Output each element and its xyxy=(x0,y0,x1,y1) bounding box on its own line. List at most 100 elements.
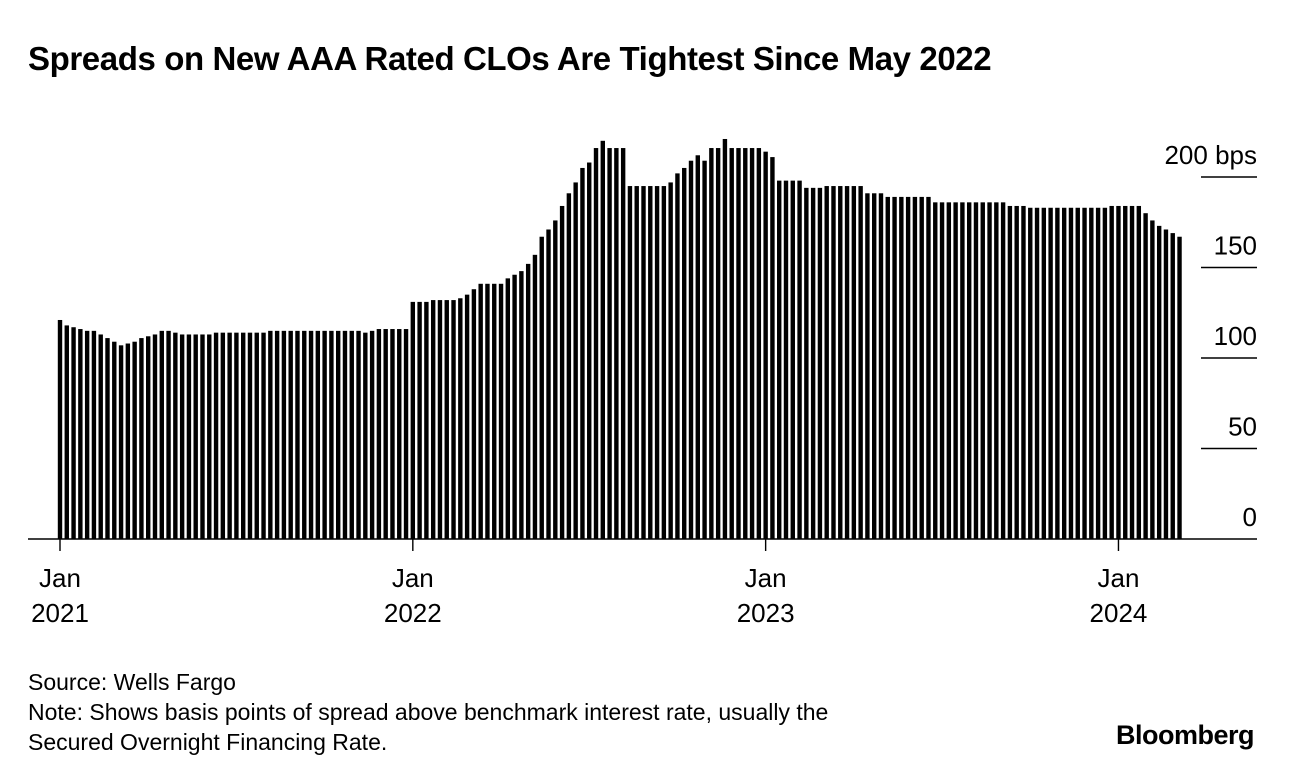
bar xyxy=(777,180,782,539)
bar xyxy=(410,301,416,539)
bar xyxy=(756,148,762,540)
bar xyxy=(254,332,259,539)
bar xyxy=(790,180,795,539)
bar xyxy=(519,271,524,539)
bar xyxy=(627,186,633,540)
bar xyxy=(851,186,857,540)
footer: Source: Wells Fargo Note: Shows basis po… xyxy=(28,667,828,757)
bar xyxy=(695,155,700,539)
x-tick-month-label: Jan xyxy=(1097,563,1139,593)
bar xyxy=(1014,205,1019,539)
bar xyxy=(1136,205,1142,539)
note-line-2: Secured Overnight Financing Rate. xyxy=(28,729,388,755)
bar xyxy=(1082,207,1087,539)
bar xyxy=(1163,229,1169,540)
bar xyxy=(430,300,436,539)
bar xyxy=(498,283,504,539)
y-tick-label: 150 xyxy=(1214,231,1257,261)
bar xyxy=(587,162,592,539)
bar xyxy=(994,202,999,539)
bar xyxy=(315,330,321,539)
bar xyxy=(1116,205,1121,539)
bar xyxy=(261,332,266,539)
bar xyxy=(607,148,612,540)
bar xyxy=(892,196,897,539)
bar xyxy=(885,196,890,539)
y-tick-label: 50 xyxy=(1228,412,1257,442)
bar xyxy=(770,157,775,539)
bar xyxy=(634,186,639,540)
bar xyxy=(532,254,538,539)
bar xyxy=(553,220,558,539)
bar xyxy=(838,186,843,540)
bar xyxy=(464,294,470,539)
bar xyxy=(268,330,273,539)
bar xyxy=(966,202,972,539)
bar xyxy=(539,236,544,540)
bar xyxy=(546,229,551,540)
bar xyxy=(512,274,517,539)
bar xyxy=(471,289,477,539)
bar xyxy=(78,329,83,539)
bar xyxy=(1123,205,1128,539)
bar xyxy=(363,332,368,539)
bar xyxy=(878,193,884,540)
bar xyxy=(872,193,877,540)
bar xyxy=(424,301,429,539)
bar xyxy=(220,332,226,539)
bar xyxy=(973,202,979,539)
bar xyxy=(356,330,361,539)
bar xyxy=(132,341,137,539)
bloomberg-logo: Bloomberg xyxy=(1115,720,1255,750)
bar xyxy=(1143,213,1148,539)
bar xyxy=(390,329,395,539)
bar xyxy=(926,196,931,539)
bar xyxy=(173,332,178,539)
bar xyxy=(715,148,721,540)
bar xyxy=(743,148,748,540)
bar xyxy=(1095,207,1101,539)
bar xyxy=(1048,207,1053,539)
bar xyxy=(702,160,707,539)
note-line-1: Note: Shows basis points of spread above… xyxy=(28,699,829,725)
bar xyxy=(207,334,212,539)
bar xyxy=(1061,207,1067,539)
source-text: Source: Wells Fargo xyxy=(28,669,236,695)
bar xyxy=(1075,207,1080,539)
bar xyxy=(1068,207,1074,539)
bar xyxy=(492,283,497,539)
bar xyxy=(1129,205,1135,539)
bar xyxy=(763,151,768,539)
bar xyxy=(675,173,680,539)
bar xyxy=(139,338,144,539)
bar xyxy=(668,182,673,539)
bar xyxy=(369,330,375,539)
y-tick-label: 0 xyxy=(1243,502,1257,532)
y-axis: 200 bps 150 100 50 0 xyxy=(1164,140,1257,532)
bar xyxy=(444,300,449,539)
bar xyxy=(831,186,836,540)
bar xyxy=(980,202,985,539)
bar xyxy=(919,196,924,539)
bar xyxy=(376,329,382,539)
bar xyxy=(84,330,90,539)
bar xyxy=(810,187,816,540)
bar xyxy=(71,327,76,539)
bar xyxy=(213,332,219,539)
bar xyxy=(749,148,755,540)
x-tick-month-label: Jan xyxy=(39,563,81,593)
bar xyxy=(1109,205,1114,539)
bar xyxy=(322,330,327,539)
bar xyxy=(1150,220,1155,539)
x-tick-year-label: 2021 xyxy=(31,598,89,628)
bar xyxy=(451,300,456,539)
bar xyxy=(1156,225,1162,539)
bar xyxy=(654,186,660,540)
bar xyxy=(234,332,239,539)
bar xyxy=(1170,233,1175,540)
bar xyxy=(247,332,253,539)
bar xyxy=(1007,205,1013,539)
bar xyxy=(200,334,205,539)
bar xyxy=(308,330,314,539)
